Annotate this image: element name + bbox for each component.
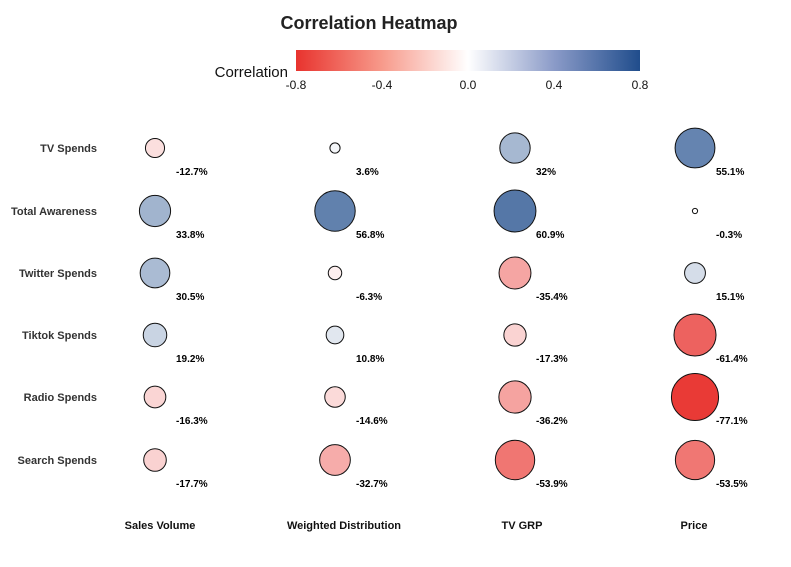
heatmap-bubble bbox=[324, 386, 346, 408]
heatmap-bubble bbox=[144, 137, 166, 159]
heatmap-bubble bbox=[498, 256, 532, 290]
value-label: -32.7% bbox=[356, 479, 388, 490]
colorbar-tick-label: 0.8 bbox=[632, 78, 649, 92]
heatmap-bubble bbox=[143, 448, 167, 472]
heatmap-bubble bbox=[139, 257, 171, 289]
row-labels: TV Spends Total Awareness Twitter Spends Ti… bbox=[11, 143, 97, 467]
heatmap-bubble bbox=[138, 194, 172, 228]
value-label: 32% bbox=[536, 167, 556, 178]
colorbar-tick-label: -0.8 bbox=[286, 78, 307, 92]
value-label: -16.3% bbox=[176, 416, 208, 427]
heatmap-bubble bbox=[494, 439, 536, 481]
value-label: -14.6% bbox=[356, 416, 388, 427]
value-label: 3.6% bbox=[356, 167, 379, 178]
value-label: 33.8% bbox=[176, 230, 204, 241]
value-label: 30.5% bbox=[176, 292, 204, 303]
value-label: 55.1% bbox=[716, 167, 744, 178]
colorbar-label: Correlation bbox=[215, 64, 288, 81]
heatmap-bubble bbox=[674, 127, 716, 169]
heatmap-bubble bbox=[329, 142, 341, 154]
value-label: -36.2% bbox=[536, 416, 568, 427]
row-label: TV Spends bbox=[40, 143, 97, 155]
heatmap-bubble bbox=[327, 265, 343, 281]
value-label: 10.8% bbox=[356, 354, 384, 365]
heatmap-bubble bbox=[142, 322, 168, 348]
heatmap-bubble bbox=[325, 325, 345, 345]
column-label: Sales Volume bbox=[125, 520, 196, 532]
row-label: Radio Spends bbox=[24, 392, 97, 404]
heatmap-bubble bbox=[503, 323, 527, 347]
column-label: Weighted Distribution bbox=[287, 520, 401, 532]
heatmap-bubble bbox=[691, 207, 699, 215]
value-label: -35.4% bbox=[536, 292, 568, 303]
colorbar-ticks: -0.8 -0.4 0.0 0.4 0.8 bbox=[286, 78, 649, 92]
value-label: -17.7% bbox=[176, 479, 208, 490]
value-label: 19.2% bbox=[176, 354, 204, 365]
heatmap-bubble bbox=[674, 439, 716, 481]
value-label: -17.3% bbox=[536, 354, 568, 365]
heatmap-bubble bbox=[673, 313, 717, 357]
value-label: -77.1% bbox=[716, 416, 748, 427]
colorbar-tick-label: 0.0 bbox=[460, 78, 477, 92]
value-label: 60.9% bbox=[536, 230, 564, 241]
value-label: -53.9% bbox=[536, 479, 568, 490]
row-label: Total Awareness bbox=[11, 206, 97, 218]
value-label: 56.8% bbox=[356, 230, 384, 241]
heatmap-bubble bbox=[684, 262, 706, 284]
row-label: Twitter Spends bbox=[19, 268, 97, 280]
value-label: 15.1% bbox=[716, 292, 744, 303]
colorbar-tick-label: -0.4 bbox=[372, 78, 393, 92]
row-label: Search Spends bbox=[18, 455, 97, 467]
row-label: Tiktok Spends bbox=[22, 330, 97, 342]
value-label: -12.7% bbox=[176, 167, 208, 178]
colorbar-tick-label: 0.4 bbox=[546, 78, 563, 92]
heatmap-bubble bbox=[319, 444, 351, 476]
heatmap-bubble bbox=[499, 132, 531, 164]
heatmap-bubble bbox=[143, 385, 167, 409]
value-label: -53.5% bbox=[716, 479, 748, 490]
heatmap-bubble bbox=[314, 190, 356, 232]
column-labels: Sales Volume Weighted Distribution TV GRP P… bbox=[125, 520, 708, 532]
value-label: -61.4% bbox=[716, 354, 748, 365]
heatmap-bubbles bbox=[138, 127, 720, 481]
column-label: Price bbox=[681, 520, 708, 532]
value-labels: -12.7% 3.6% 32% 55.1% 33.8% 56.8% 60.9% -0.3% 30… bbox=[176, 167, 748, 490]
heatmap-bubble bbox=[493, 189, 537, 233]
colorbar-gradient bbox=[296, 50, 640, 71]
heatmap-bubble bbox=[498, 380, 532, 414]
chart-title: Correlation Heatmap bbox=[280, 13, 457, 33]
value-label: -6.3% bbox=[356, 292, 382, 303]
heatmap-bubble bbox=[670, 372, 720, 422]
value-label: -0.3% bbox=[716, 230, 742, 241]
column-label: TV GRP bbox=[502, 520, 543, 532]
